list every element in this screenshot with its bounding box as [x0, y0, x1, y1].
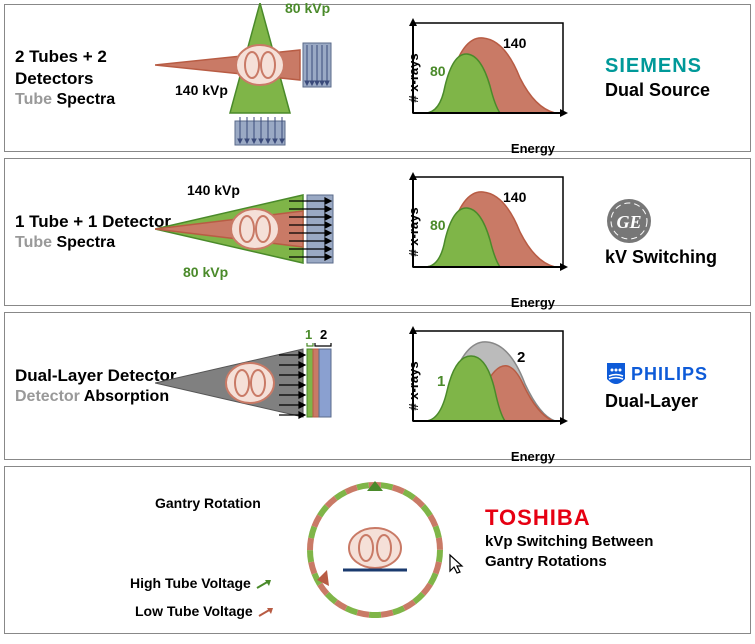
svg-text:1: 1: [305, 327, 312, 342]
panel2-brand: GE kV Switching: [585, 197, 740, 268]
svg-text:80 kVp: 80 kVp: [183, 264, 228, 280]
yaxis-label: # x-rays: [406, 53, 421, 102]
low-voltage-label: Low Tube Voltage: [135, 603, 253, 619]
philips-logo: PHILIPS: [631, 364, 708, 385]
xaxis-label: Energy: [511, 141, 555, 156]
toshiba-sub2: Gantry Rotations: [485, 553, 653, 571]
panel1-grey: Tube: [15, 91, 52, 108]
svg-text:2: 2: [517, 349, 525, 366]
svg-text:2: 2: [320, 327, 327, 342]
cursor-icon: [447, 553, 467, 577]
arrow-green-icon: [255, 578, 273, 590]
panel1-chart: # x-rays 80 140 Energy: [395, 18, 585, 138]
panel2-chart: # x-rays 80 140 Energy: [395, 172, 585, 292]
svg-text:140 kVp: 140 kVp: [175, 82, 228, 98]
gantry-rotation-label: Gantry Rotation: [155, 495, 261, 511]
panel1-blk: Spectra: [56, 91, 115, 108]
svg-text:1: 1: [437, 373, 445, 390]
toshiba-sub1: kVp Switching Between: [485, 533, 653, 551]
yaxis-label-2: # x-rays: [406, 207, 421, 256]
svg-text:80: 80: [430, 217, 446, 233]
xaxis-label-3: Energy: [511, 449, 555, 464]
svg-text:GE: GE: [616, 212, 641, 232]
panel3-brand: PHILIPS Dual-Layer: [585, 361, 740, 412]
siemens-logo: SIEMENS: [605, 55, 740, 78]
toshiba-logo: TOSHIBA: [485, 505, 653, 531]
panel-toshiba: Gantry Rotation High Tube Voltage Low Tu…: [4, 466, 751, 634]
ge-logo-icon: GE: [605, 197, 653, 245]
svg-text:80: 80: [430, 63, 446, 79]
ge-sub: kV Switching: [605, 247, 740, 268]
kvp-80-label: 80 kVp: [285, 3, 330, 16]
panel-philips: Dual-Layer Detector Detector Absorption: [4, 312, 751, 460]
panel4-brand: TOSHIBA kVp Switching Between Gantry Rot…: [485, 505, 653, 571]
philips-sub: Dual-Layer: [605, 391, 740, 412]
panel2-diagram: 140 kVp 80 kVp: [185, 167, 395, 297]
svg-text:140: 140: [503, 35, 527, 51]
panel3-chart: # x-rays 1 2 Energy: [395, 326, 585, 446]
panel1-diagram: 80 kVp 140 kVp: [185, 13, 395, 143]
arrow-red-icon: [257, 606, 275, 618]
high-voltage-label: High Tube Voltage: [130, 575, 251, 591]
panel2-blk: Spectra: [56, 234, 115, 251]
panel1-brand: SIEMENS Dual Source: [585, 55, 740, 101]
siemens-sub: Dual Source: [605, 80, 740, 101]
panel3-diagram: 1 2: [185, 321, 395, 451]
panel-siemens: 2 Tubes + 2 Detectors Tube Spectra: [4, 4, 751, 152]
panel3-grey: Detector: [15, 388, 80, 405]
svg-text:140: 140: [503, 189, 527, 205]
xaxis-label-2: Energy: [511, 295, 555, 310]
svg-text:140 kVp: 140 kVp: [187, 182, 240, 198]
panel2-grey: Tube: [15, 234, 52, 251]
philips-shield-icon: [605, 361, 627, 389]
gantry-circle: [295, 470, 455, 630]
yaxis-label-3: # x-rays: [406, 361, 421, 410]
panel-ge: 1 Tube + 1 Detector Tube Spectra: [4, 158, 751, 306]
